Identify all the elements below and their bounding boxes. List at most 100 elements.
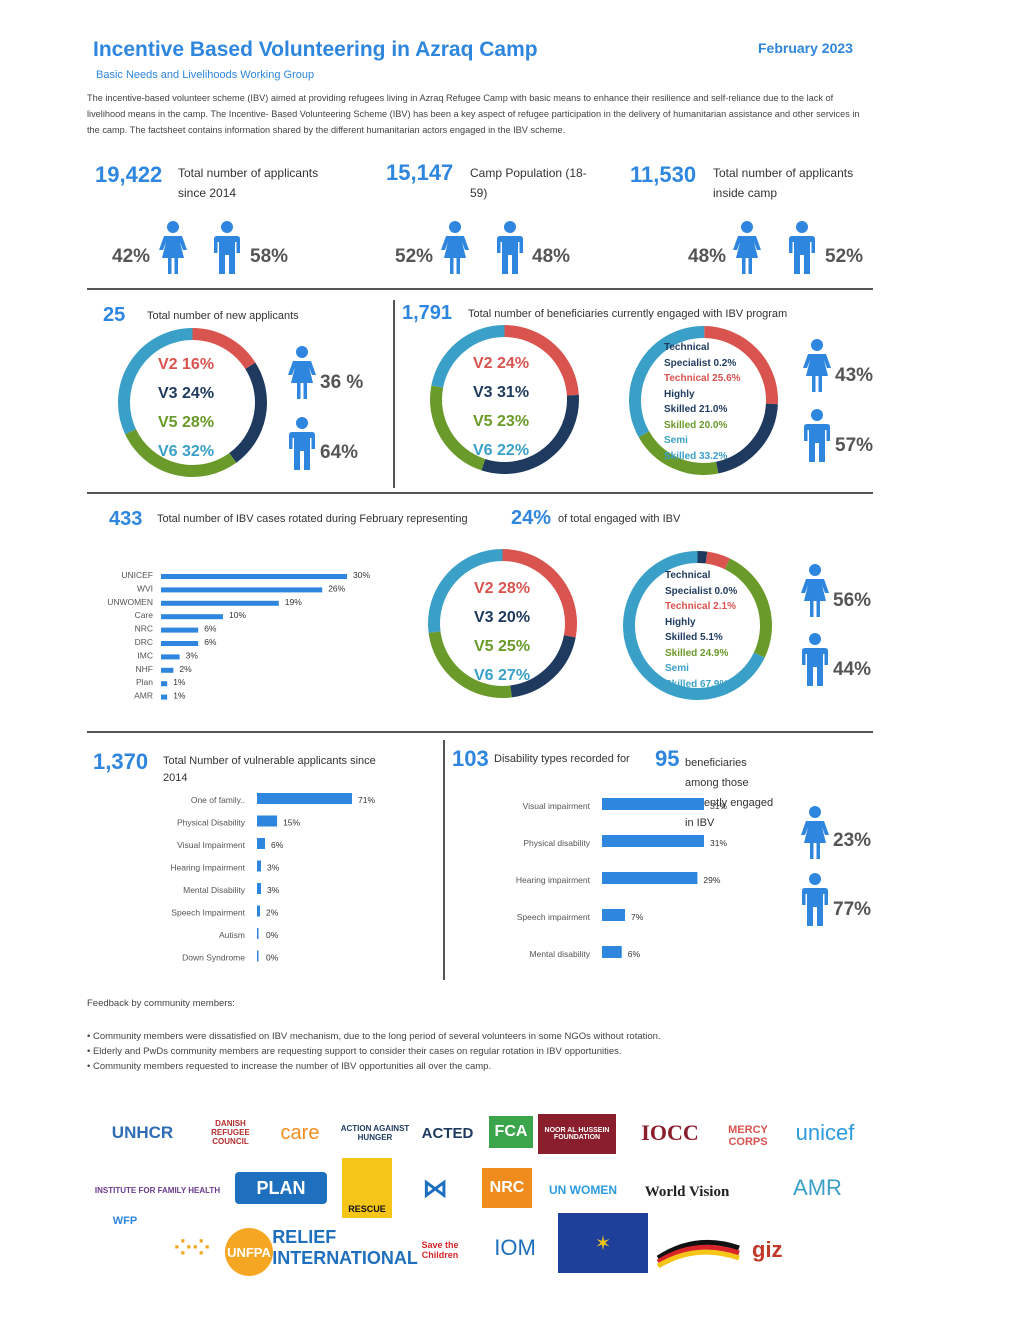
donut-segment: [504, 325, 579, 396]
village-v2-label: V2 24%: [473, 355, 530, 372]
bar: [161, 627, 199, 633]
divider-vertical: [443, 740, 445, 980]
bar-value-label: 1%: [173, 691, 186, 701]
male-percent: 44%: [833, 659, 872, 680]
skill-label: Technical: [665, 570, 711, 581]
bar-category-label: Hearing impairment: [516, 875, 591, 885]
donut-segment: [502, 549, 577, 638]
village-v6-label: V6 22%: [473, 442, 530, 459]
irc-rescue-logo: RESCUE: [342, 1158, 392, 1218]
donut-segment: [623, 551, 765, 700]
skill-label: Highly: [665, 616, 696, 628]
nrc-logo: NRC: [482, 1168, 532, 1208]
female-percent: 52%: [395, 246, 434, 267]
bar-value-label: 19%: [285, 597, 302, 607]
disability-label-2-text: beneficiaries among those currently enga…: [685, 757, 774, 829]
stat-label: Total number of applicants since 2014: [178, 166, 319, 200]
donut-segment: [705, 551, 731, 570]
bar: [257, 883, 262, 894]
bar: [161, 681, 168, 687]
male-icon: [287, 416, 317, 471]
donut-labels: V2 16% V3 24% V5 28% V6 32%: [158, 350, 214, 466]
bar-category-label: AMR: [134, 691, 153, 701]
male-icon: [787, 220, 817, 275]
skill-label: Technical 25.6%: [664, 373, 741, 384]
bar-value-label: 1%: [173, 677, 186, 687]
bar: [602, 835, 704, 847]
bar-category-label: UNWOMEN: [107, 597, 153, 607]
acted-logo: ACTED: [421, 1124, 474, 1142]
divider: [87, 288, 873, 290]
bar: [161, 574, 347, 579]
donut-segment: [715, 403, 778, 474]
bar-category-label: UNICEF: [121, 570, 153, 580]
rotated-value: 433: [109, 508, 143, 530]
bar-value-label: 7%: [631, 912, 644, 922]
plan-logo: PLAN: [235, 1172, 327, 1204]
new-applicants-label: Total number of new applicants: [147, 310, 299, 322]
bar: [257, 838, 266, 849]
un-women-logo: UN WOMEN: [549, 1183, 617, 1197]
vulnerable-label: Total Number of vulnerable applicants si…: [163, 755, 376, 784]
vulnerability-bar-chart: One of family.. 71% Physical Disability 15%…: [170, 793, 375, 963]
donut-segment: [704, 326, 778, 405]
male-percent: 52%: [825, 246, 864, 267]
bar-value-label: 2%: [266, 908, 279, 918]
divider: [87, 731, 873, 733]
donut-segment: [638, 431, 719, 475]
female-percent: 42%: [112, 246, 151, 267]
bar-category-label: Plan: [136, 677, 153, 687]
bar-value-label: 6%: [204, 637, 217, 647]
donut-segment: [724, 558, 772, 658]
stat-applicants-total: 19,422: [95, 162, 162, 188]
male-percent: 48%: [532, 246, 571, 267]
bar: [257, 860, 262, 872]
donut-labels: V2 24% V3 31% V5 23% V6 22%: [473, 349, 529, 465]
skill-label: Skilled 21.0%: [664, 404, 728, 415]
bar-category-label: Autism: [219, 930, 245, 940]
bar: [161, 641, 199, 646]
bar-value-label: 31%: [710, 801, 727, 811]
feedback-item: • Community members requested to increas…: [87, 1061, 492, 1072]
bar-category-label: Physical disability: [523, 838, 590, 848]
mercy-hands-logo: ⋈: [422, 1172, 448, 1203]
disability-label-2: beneficiaries among those currently enga…: [490, 753, 780, 833]
bar-value-label: 0%: [266, 953, 279, 963]
feedback-heading: Feedback by community members:: [87, 998, 235, 1009]
male-icon: [495, 220, 525, 275]
bar-value-label: 29%: [703, 875, 720, 885]
donut-segment: [481, 394, 579, 474]
noor-al-hussein-logo: NOOR AL HUSSEIN FOUNDATION: [538, 1114, 616, 1154]
giz-logo: giz: [752, 1237, 783, 1262]
disability-types-value: 103: [452, 746, 489, 771]
bar-value-label: 10%: [229, 610, 246, 620]
donut-segment: [118, 328, 193, 435]
female-icon: [287, 345, 317, 400]
stat-value: 11,530: [630, 162, 697, 187]
bar-category-label: WVI: [137, 583, 153, 593]
rotated-percent: 24%: [511, 507, 552, 529]
bar-value-label: 6%: [628, 949, 641, 959]
german-jordan-logo: [656, 1225, 741, 1270]
bar-category-label: DRC: [135, 637, 153, 647]
female-icon: [440, 220, 470, 275]
save-the-children-logo: Save the Children: [421, 1239, 459, 1260]
bar-category-label: Physical Disability: [177, 818, 246, 828]
skill-label: Skilled 20.0%: [664, 419, 728, 431]
donut-labels: V2 28% V3 20% V5 25% V6 27%: [474, 574, 530, 690]
iocc-logo: IOCC: [641, 1120, 699, 1145]
bar: [257, 905, 260, 917]
bar-category-label: NHF: [136, 664, 153, 674]
unicef-logo: unicef: [795, 1120, 855, 1145]
village-v2-label: V2 16%: [158, 356, 215, 373]
bar: [602, 798, 704, 810]
new-applicants-value: 25: [103, 304, 126, 326]
bar-value-label: 3%: [267, 863, 280, 873]
bar-value-label: 6%: [204, 624, 217, 634]
donut-segment: [428, 549, 503, 633]
village-v3-label: V3 20%: [474, 609, 531, 626]
engaged-label: Total number of beneficiaries currently …: [468, 308, 788, 320]
female-icon: [732, 220, 762, 275]
bar-category-label: One of family..: [191, 795, 245, 805]
bar-value-label: 71%: [358, 795, 375, 805]
